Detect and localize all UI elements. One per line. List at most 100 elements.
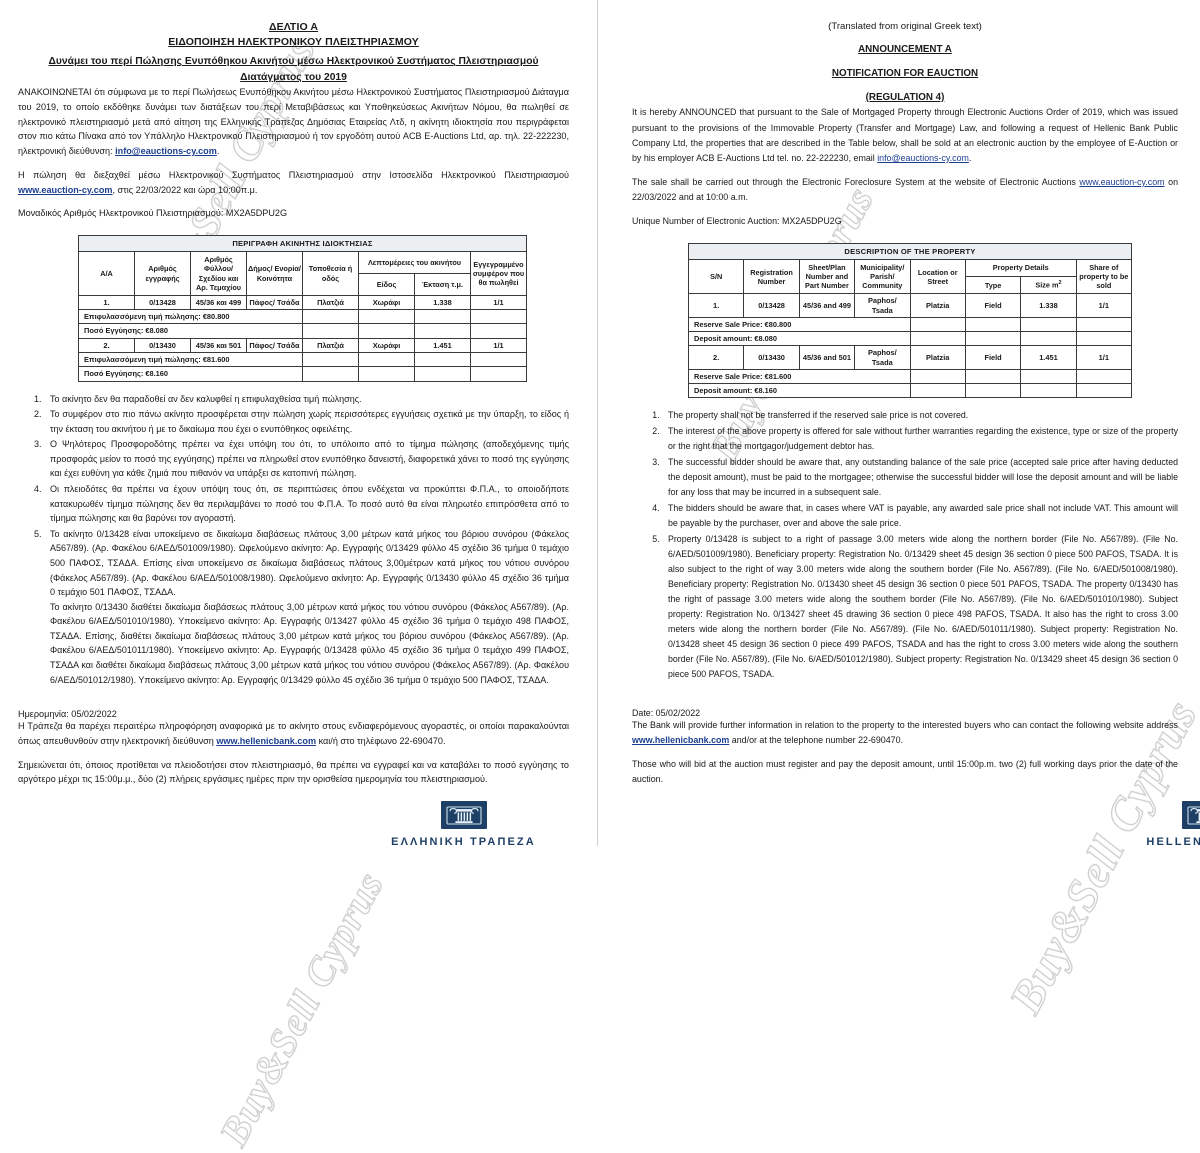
- greek-footer-text-b: και/ή στο τηλέφωνο 22-690470.: [316, 735, 446, 746]
- greek-cell-sheet: 45/36 και 499: [190, 294, 247, 311]
- blank-cell: [964, 316, 1022, 333]
- greek-header-size: Έκταση τ.μ.: [414, 273, 471, 296]
- hellenic-bank-column-icon: [1182, 801, 1200, 830]
- table-row: Deposit amount: €8.080: [688, 331, 1133, 347]
- english-header-size-exponent: 2: [1058, 280, 1062, 287]
- english-header-registration: Registration Number: [743, 259, 800, 295]
- table-row: Deposit amount: €8.160: [688, 383, 1133, 399]
- english-cell-reserve-price: Reserve Sale Price: €80.800: [688, 316, 911, 333]
- blank-cell: [302, 352, 359, 368]
- english-cell-size: 1.451: [1020, 345, 1077, 370]
- greek-email-link[interactable]: info@eauctions-cy.com: [115, 146, 217, 157]
- greek-title-bulletin: ΔΕΛΤΙΟ Α: [268, 21, 319, 33]
- english-bank-website-link[interactable]: www.hellenicbank.com: [632, 734, 730, 745]
- blank-cell: [302, 309, 359, 325]
- greek-subtitle-regulation: Δυνάμει του περί Πώλησης Ενυπόθηκου Ακιν…: [48, 56, 539, 83]
- list-item: The interest of the above property is of…: [662, 424, 1178, 454]
- greek-header-type: Είδος: [358, 273, 415, 296]
- greek-header-municipality: Δήμος/ Ενορία/ Κοινότητα: [246, 251, 303, 296]
- english-bank-name: HELLENIC BANK: [1146, 836, 1200, 849]
- greek-term5-paragraph-2: Το ακίνητο 0/13430 διαθέτει δικαίωμα δια…: [50, 601, 569, 685]
- english-cell-reserve-price: Reserve Sale Price: €81.600: [688, 368, 911, 385]
- table-row: Επιφυλασσόμενη τιμή πώλησης: €80.800: [78, 309, 527, 325]
- auction-notice-document: Buy&Sell Cyprus Buy&Sell Cyprus Buy&Sell…: [0, 0, 1200, 846]
- list-item: Το ακίνητο 0/13428 είναι υποκείμενο σε δ…: [44, 527, 569, 687]
- greek-header-sheet: Αριθμός Φύλλου/ Σχεδίου και Αρ. Τεμαχίου: [190, 251, 247, 296]
- english-terms-list: The property shall not be transferred if…: [632, 408, 1178, 681]
- english-paragraph-sale-website: The sale shall be carried out through th…: [632, 175, 1178, 205]
- english-header-size-label: Size m: [1035, 280, 1059, 290]
- blank-cell: [470, 352, 527, 368]
- english-cell-location: Platzia: [909, 293, 966, 318]
- english-cell-type: Field: [964, 293, 1022, 318]
- blank-cell: [358, 366, 415, 382]
- table-row: Reserve Sale Price: €80.800: [688, 316, 1133, 333]
- list-item: Property 0/13428 is subject to a right o…: [662, 532, 1178, 682]
- english-cell-size: 1.338: [1020, 293, 1077, 318]
- greek-paragraph-announcement: ΑΝΑΚΟΙΝΩΝΕΤΑΙ ότι σύμφωνα με το περί Πωλ…: [18, 85, 569, 159]
- greek-unique-auction-number: Μοναδικός Αριθμός Ηλεκτρονικού Πλειστηρι…: [18, 208, 288, 219]
- english-title-regulation: (REGULATION 4): [865, 91, 945, 103]
- table-row: Επιφυλασσόμενη τιμή πώλησης: €81.600: [78, 352, 527, 368]
- list-item: The successful bidder should be aware th…: [662, 455, 1178, 500]
- blank-cell: [358, 352, 415, 368]
- english-cell-share: 1/1: [1075, 345, 1133, 370]
- english-paragraph-announcement: It is hereby ANNOUNCED that pursuant to …: [632, 105, 1178, 166]
- greek-announcement-text-b: .: [216, 146, 220, 157]
- blank-cell: [909, 368, 966, 385]
- greek-cell-type: Χωράφι: [358, 294, 415, 311]
- english-cell-deposit: Deposit amount: €8.160: [688, 383, 911, 399]
- greek-sale-text-b: , στις 22/03/2022 και ώρα 10:00π.μ.: [112, 184, 258, 195]
- greek-bank-name: ΕΛΛΗΝΙΚΗ ΤΡΑΠΕΖΑ: [391, 836, 536, 848]
- blank-cell: [470, 323, 527, 339]
- blank-cell: [358, 309, 415, 325]
- blank-cell: [414, 323, 471, 339]
- table-row: Ποσό Εγγύησης: €8.080: [78, 323, 527, 339]
- english-email-link[interactable]: info@eauctions-cy.com: [877, 152, 969, 163]
- greek-cell-location: Πλατζιά: [302, 337, 359, 354]
- english-title-announcement: ANNOUNCEMENT A: [858, 44, 952, 56]
- blank-cell: [414, 309, 471, 325]
- greek-cell-type: Χωράφι: [358, 337, 415, 354]
- blank-cell: [1020, 316, 1077, 333]
- blank-cell: [1075, 368, 1133, 385]
- blank-cell: [1020, 331, 1077, 347]
- english-column: (Translated from original Greek text) AN…: [597, 0, 1200, 849]
- blank-cell: [414, 366, 471, 382]
- greek-cell-reserve-price: Επιφυλασσόμενη τιμή πώλησης: €81.600: [78, 352, 303, 368]
- english-cell-share: 1/1: [1075, 293, 1133, 318]
- english-announcement-text-b: .: [968, 152, 972, 163]
- greek-paragraph-sale-website: Η πώληση θα διεξαχθεί μέσω Ηλεκτρονικού …: [18, 168, 569, 197]
- greek-footer-bank-info: Η Τράπεζα θα παρέχει περαιτέρω πληροφόρη…: [18, 719, 569, 748]
- english-property-table: DESCRIPTION OF THE PROPERTY S/N Registra…: [687, 242, 1133, 399]
- greek-column: ΔΕΛΤΙΟ Α ΕΙΔΟΠΟΙΗΣΗ ΗΛΕΚΤΡΟΝΙΚΟΥ ΠΛΕΙΣΤΗ…: [0, 0, 597, 848]
- blank-cell: [358, 323, 415, 339]
- english-cell-type: Field: [964, 345, 1022, 370]
- greek-auction-website-link[interactable]: www.eauction-cy.com: [18, 184, 113, 195]
- greek-cell-sn: 1.: [78, 294, 135, 311]
- greek-cell-municipality: Πάφος/ Τσάδα: [246, 294, 303, 311]
- english-table-caption: DESCRIPTION OF THE PROPERTY: [688, 242, 1132, 261]
- list-item: Ο Ψηλότερος Προσφοροδότης πρέπει να έχει…: [44, 437, 569, 481]
- english-cell-municipality: Paphos/ Tsada: [854, 293, 911, 318]
- blank-cell: [470, 366, 527, 382]
- greek-bank-website-link[interactable]: www.hellenicbank.com: [216, 735, 317, 746]
- blank-cell: [909, 316, 966, 333]
- greek-footer-registration-note: Σημειώνεται ότι, όποιος προτίθεται να πλ…: [18, 759, 569, 785]
- table-row: Ποσό Εγγύησης: €8.160: [78, 366, 527, 382]
- greek-header-sn: Α/Α: [78, 251, 135, 296]
- greek-title-notification: ΕΙΔΟΠΟΙΗΣΗ ΗΛΕΚΤΡΟΝΙΚΟΥ ΠΛΕΙΣΤΗΡΙΑΣΜΟΥ: [168, 36, 419, 49]
- english-cell-sn: 2.: [687, 345, 745, 370]
- list-item: Το συμφέρον στο πιο πάνω ακίνητο προσφέρ…: [44, 407, 569, 436]
- english-unique-auction-number: Unique Number of Electronic Auction: MX2…: [632, 216, 842, 227]
- english-header-sheet: Sheet/Plan Number and Part Number: [798, 259, 856, 295]
- english-auction-website-link[interactable]: www.eauction-cy.com: [1079, 177, 1165, 188]
- english-cell-sn: 1.: [687, 293, 745, 318]
- greek-cell-size: 1.451: [414, 337, 471, 354]
- table-row: 1. 0/13428 45/36 και 499 Πάφος/ Τσάδα Πλ…: [78, 294, 527, 311]
- blank-cell: [909, 383, 966, 399]
- english-sale-text-b: on 22/03/2022 and at 10:00 a.m.: [632, 177, 1178, 203]
- greek-cell-deposit: Ποσό Εγγύησης: €8.080: [78, 323, 303, 339]
- english-cell-deposit: Deposit amount: €8.080: [688, 331, 911, 347]
- english-footer-text-b: and/or at the telephone number 22-690470…: [729, 734, 904, 745]
